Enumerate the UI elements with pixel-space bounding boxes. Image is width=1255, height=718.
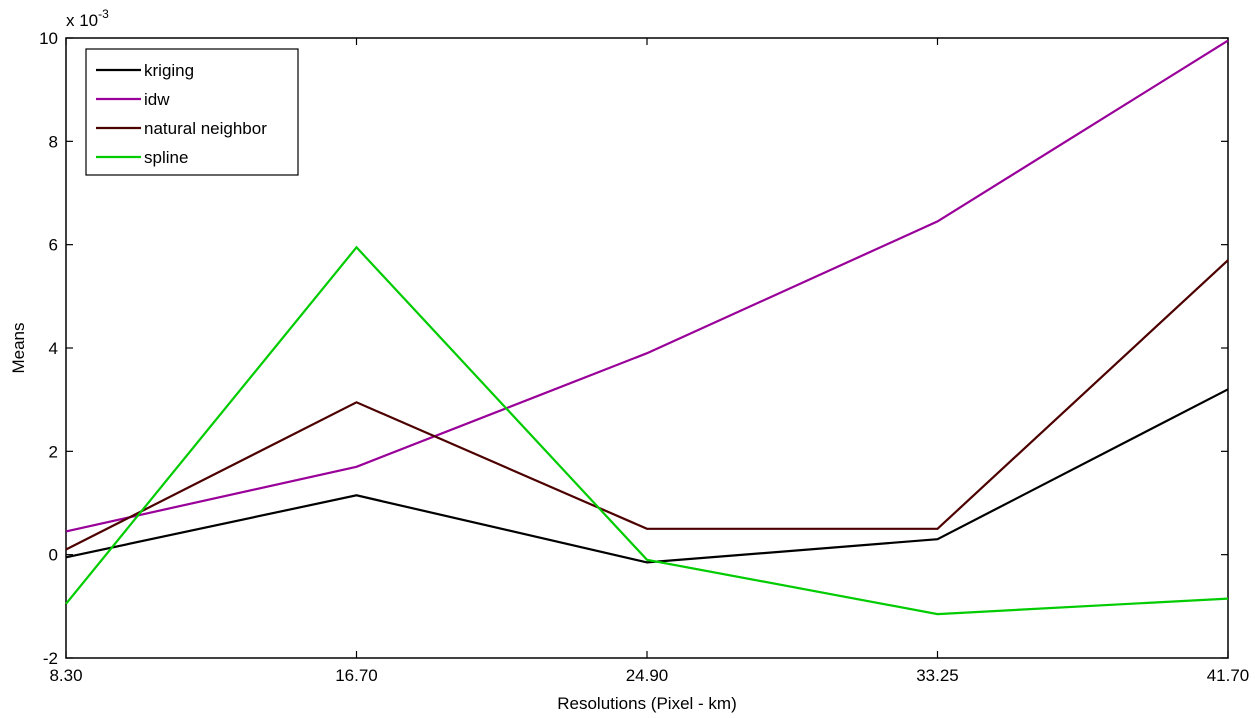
x-tick-label: 33.25 <box>916 666 959 685</box>
x-tick-label: 16.70 <box>335 666 378 685</box>
legend-label: kriging <box>144 61 194 80</box>
y-tick-label: 2 <box>49 442 58 461</box>
x-tick-label: 41.70 <box>1207 666 1250 685</box>
y-tick-label: 0 <box>49 546 58 565</box>
x-axis-label: Resolutions (Pixel - km) <box>557 694 737 713</box>
y-tick-label: 6 <box>49 236 58 255</box>
y-multiplier-label: x 10-3 <box>66 7 109 30</box>
x-tick-label: 24.90 <box>626 666 669 685</box>
y-tick-label: 4 <box>49 339 58 358</box>
series-line-kriging <box>65 388 1229 564</box>
y-tick-label: 8 <box>49 132 58 151</box>
legend-label: spline <box>144 148 188 167</box>
legend: kriging idw natural neighbor spline <box>85 48 299 176</box>
y-axis: -2 0 2 4 6 8 10 <box>39 29 1228 668</box>
x-tick-label: 8.30 <box>49 666 82 685</box>
y-tick-label: -2 <box>43 649 58 668</box>
y-tick-label: 10 <box>39 29 58 48</box>
series-line-idw <box>65 39 1229 533</box>
legend-label: natural neighbor <box>144 119 267 138</box>
series-line-spline <box>65 245 1229 616</box>
series-line-natural-neighbor <box>65 259 1229 551</box>
x-axis: 8.30 16.70 24.90 33.25 41.70 <box>49 38 1249 685</box>
series-layer <box>65 39 1229 616</box>
legend-label: idw <box>144 90 170 109</box>
y-axis-label: Means <box>9 322 28 373</box>
